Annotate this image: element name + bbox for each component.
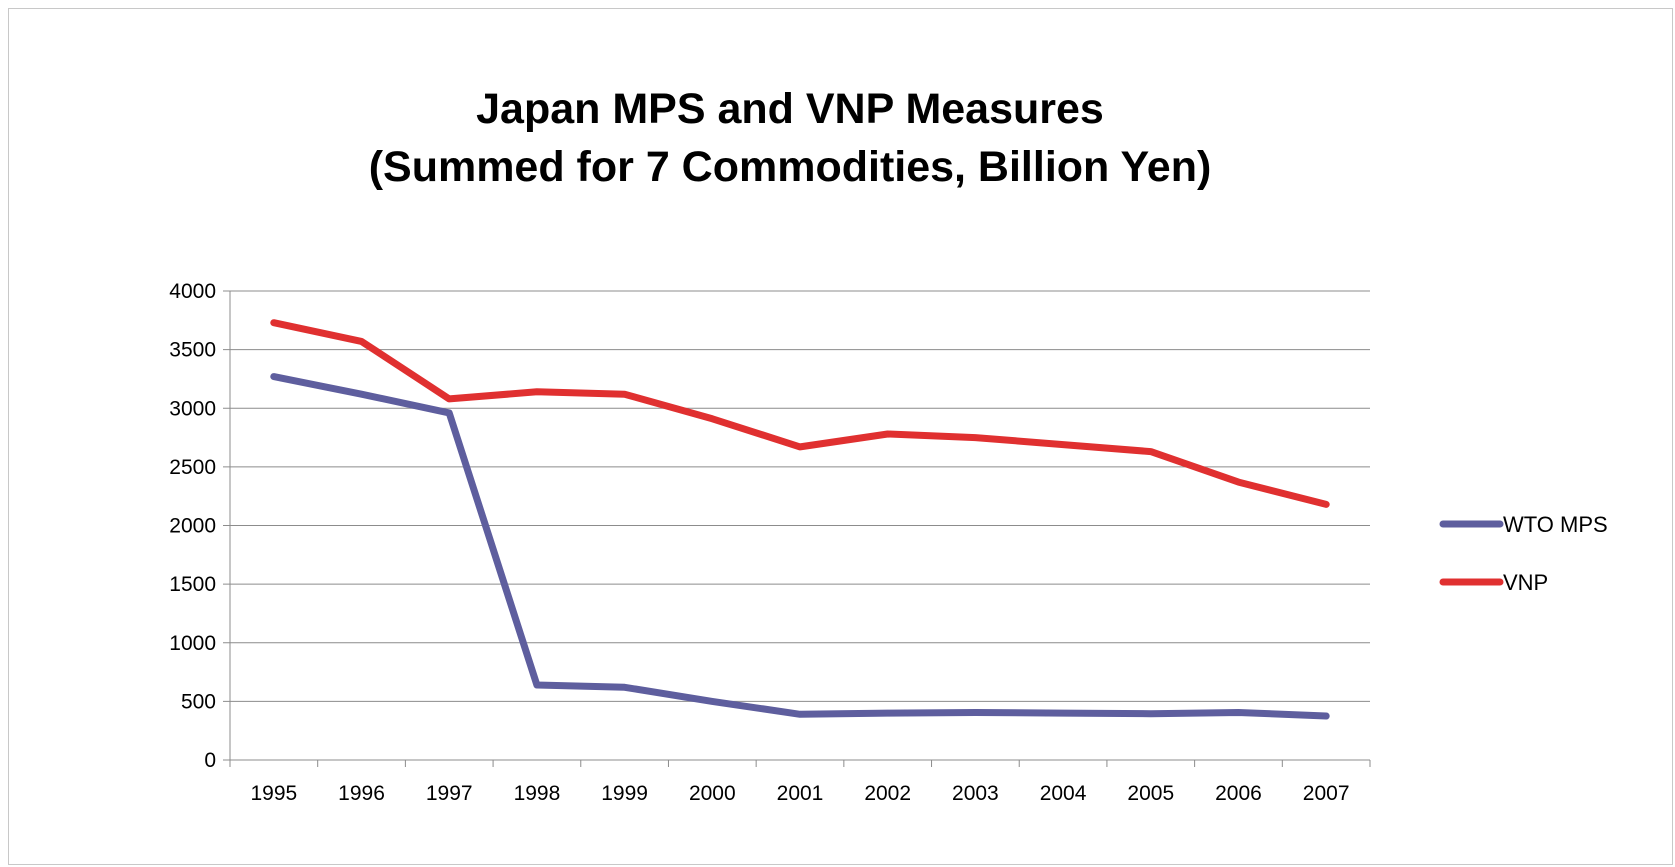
legend-label: WTO MPS	[1503, 512, 1608, 537]
x-tick-label: 2000	[689, 782, 736, 805]
x-tick-label: 1995	[250, 782, 297, 805]
legend: WTO MPS VNP	[1439, 512, 1608, 595]
x-tick-label: 2006	[1215, 782, 1262, 805]
x-tick-label: 1996	[338, 782, 385, 805]
x-tick-label: 1999	[601, 782, 648, 805]
y-tick-label: 4000	[169, 280, 216, 303]
x-tick-label: 2001	[777, 782, 824, 805]
y-tick-label: 2000	[169, 515, 216, 538]
y-tick-label: 2500	[169, 456, 216, 479]
chart-title-line-2: (Summed for 7 Commodities, Billion Yen)	[368, 143, 1212, 191]
y-tick-label: 1000	[169, 632, 216, 655]
x-tick-label: 2002	[864, 782, 911, 805]
x-tick-label: 1997	[426, 782, 473, 805]
y-tick-label: 0	[204, 749, 216, 772]
series-lines	[270, 319, 1330, 720]
chart-frame	[8, 8, 1673, 865]
axes: 0 500 1000 1500 2000 2500 3000 3500 4000 1995 1996…	[169, 280, 1371, 805]
gridlines	[230, 290, 1370, 702]
x-tick-label: 2005	[1127, 782, 1174, 805]
y-tick-label: 500	[181, 690, 216, 713]
x-tick-label: 2003	[952, 782, 999, 805]
x-tick-label: 1998	[514, 782, 561, 805]
legend-label: VNP	[1503, 570, 1548, 595]
chart-title-line-1: Japan MPS and VNP Measures	[476, 85, 1104, 133]
series-line-wto-mps	[270, 373, 1330, 720]
chart-title: Japan MPS and VNP Measures (Summed for 7…	[0, 80, 1580, 196]
x-tick-label: 2004	[1040, 782, 1087, 805]
y-tick-label: 3000	[169, 397, 216, 420]
x-tick-label: 2007	[1303, 782, 1350, 805]
y-tick-label: 1500	[169, 573, 216, 596]
y-tick-label: 3500	[169, 339, 216, 362]
